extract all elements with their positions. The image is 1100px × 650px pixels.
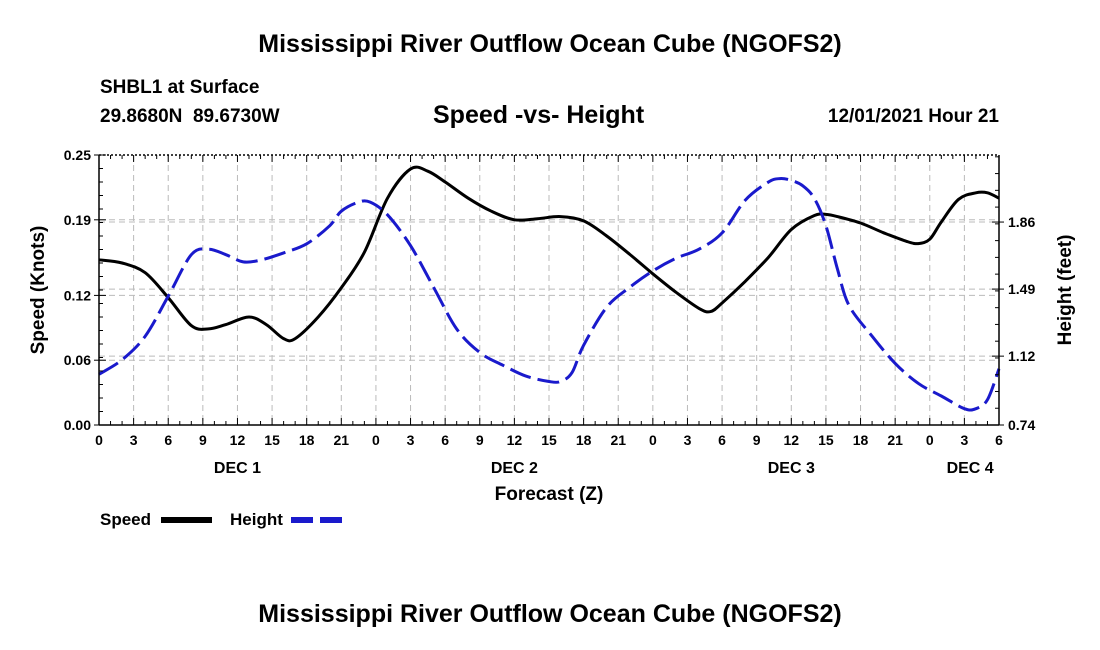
- x-tick-label: 12: [230, 432, 246, 448]
- x-tick-label: 18: [576, 432, 592, 448]
- legend-height-label: Height: [230, 510, 283, 529]
- x-tick-label: 15: [541, 432, 557, 448]
- forecast-datetime: 12/01/2021 Hour 21: [827, 106, 999, 127]
- tick-layer: 0 3 6 9 12 15 18 21 0 3 6 9 12 15 18 21 0 3 6 9 12 15 18 21 0 3 6D…: [64, 147, 1036, 477]
- x-tick-label: 6: [441, 432, 449, 448]
- x-tick-label: 0: [372, 432, 380, 448]
- x-tick-label: 9: [476, 432, 484, 448]
- x-tick-label: 18: [853, 432, 869, 448]
- x-tick-label: 0: [649, 432, 657, 448]
- x-tick-label: 3: [684, 432, 692, 448]
- date-label: DEC 4: [947, 460, 994, 477]
- chart-subtitle: Speed -vs- Height: [433, 101, 645, 129]
- y-tick-label: 0.19: [64, 212, 91, 228]
- x-tick-label: 3: [130, 432, 138, 448]
- chart-title: Mississippi River Outflow Ocean Cube (NG…: [258, 30, 842, 58]
- x-tick-label: 0: [95, 432, 103, 448]
- coordinates-label: 29.8680N 89.6730W: [100, 106, 280, 127]
- x-tick-label: 21: [334, 432, 350, 448]
- y-axis-title-right: Height (feet): [1055, 235, 1076, 346]
- y-tick-label: 0.06: [64, 352, 91, 368]
- x-tick-label: 15: [818, 432, 834, 448]
- legend-height-swatch: [291, 517, 342, 523]
- x-tick-label: 12: [784, 432, 800, 448]
- x-tick-label: 6: [995, 432, 1003, 448]
- y2-tick-label: 1.49: [1008, 281, 1035, 297]
- x-tick-label: 3: [960, 432, 968, 448]
- x-tick-label: 0: [926, 432, 934, 448]
- x-tick-label: 21: [610, 432, 626, 448]
- x-tick-label: 15: [264, 432, 280, 448]
- x-axis-title: Forecast (Z): [495, 484, 604, 505]
- x-tick-label: 21: [887, 432, 903, 448]
- x-tick-label: 6: [164, 432, 172, 448]
- x-tick-label: 12: [507, 432, 523, 448]
- y-tick-label: 0.12: [64, 287, 91, 303]
- y2-tick-label: 0.74: [1008, 417, 1035, 433]
- series-height-line: [98, 177, 1001, 412]
- y2-tick-label: 1.86: [1008, 214, 1035, 230]
- date-label: DEC 2: [491, 460, 538, 477]
- date-label: DEC 3: [768, 460, 815, 477]
- series-speed-line: [98, 165, 1000, 343]
- y-tick-label: 0.25: [64, 147, 91, 163]
- footer-title: Mississippi River Outflow Ocean Cube (NG…: [258, 600, 842, 628]
- x-tick-label: 9: [753, 432, 761, 448]
- grid-layer: [99, 155, 999, 425]
- x-tick-label: 6: [718, 432, 726, 448]
- y2-tick-label: 1.12: [1008, 348, 1035, 364]
- x-tick-label: 18: [299, 432, 315, 448]
- legend-speed-swatch: [161, 517, 212, 523]
- station-label: SHBL1 at Surface: [100, 77, 260, 98]
- date-label: DEC 1: [214, 460, 261, 477]
- series-layer: [98, 165, 1001, 412]
- x-tick-label: 9: [199, 432, 207, 448]
- x-tick-label: 3: [407, 432, 415, 448]
- y-tick-label: 0.00: [64, 417, 91, 433]
- legend-speed-label: Speed: [100, 510, 152, 529]
- y-axis-title-left: Speed (Knots): [28, 226, 49, 355]
